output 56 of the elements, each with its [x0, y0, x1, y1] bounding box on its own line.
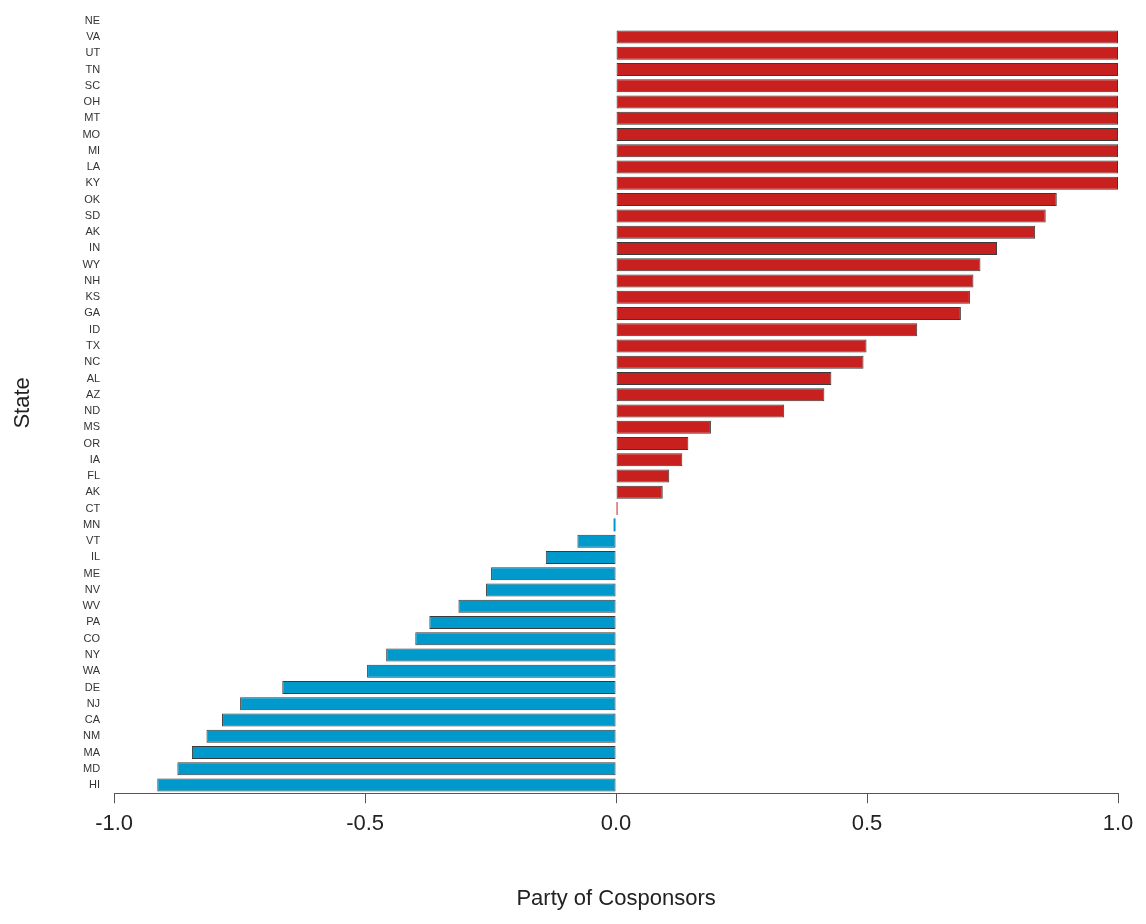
y-tick-label: FL [87, 469, 101, 482]
y-tick-label: MO [82, 127, 101, 140]
y-tick-label: IL [90, 550, 101, 563]
y-tick-label: UT [85, 46, 101, 59]
y-tick-label: SC [84, 78, 101, 91]
x-tick-label: -0.5 [346, 810, 385, 836]
y-tick-label: OH [83, 95, 101, 108]
y-tick-label: MI [87, 143, 101, 156]
y-tick-label: DE [84, 680, 101, 693]
x-tick-label: 1.0 [1102, 810, 1134, 836]
y-tick-label: MT [84, 111, 101, 124]
y-tick-label: TX [86, 339, 101, 352]
y-tick-label: KS [85, 290, 101, 303]
y-tick-label: OK [84, 192, 101, 205]
y-tick-label: NE [84, 13, 101, 26]
y-tick-label: CA [84, 713, 101, 726]
y-tick-label: LA [86, 160, 101, 173]
x-tick-label: 0.0 [600, 810, 632, 836]
y-tick-label: KY [85, 176, 101, 189]
y-tick-label: AZ [86, 387, 101, 400]
y-tick-label: HI [89, 778, 101, 791]
y-tick-label: WV [82, 599, 101, 612]
y-tick-label: MD [83, 761, 101, 774]
y-tick-label: VA [86, 30, 101, 43]
y-tick-label: NC [84, 355, 101, 368]
y-tick-label: AL [86, 371, 101, 384]
y-tick-label: AK [85, 225, 101, 238]
y-tick-label: TN [85, 62, 101, 75]
y-tick-label: MN [83, 517, 101, 530]
y-tick-label: NJ [86, 696, 101, 709]
y-tick-label: IN [89, 241, 101, 254]
y-tick-label: NV [84, 582, 101, 595]
y-tick-label: AK [85, 485, 101, 498]
y-tick-label: VT [86, 534, 101, 547]
y-tick-label: ID [89, 322, 101, 335]
x-axis-title: Party of Cosponsors [516, 884, 716, 910]
x-tick-label: -1.0 [95, 810, 134, 836]
y-tick-label: CT [85, 501, 101, 514]
y-tick-label: MS [83, 420, 101, 433]
y-tick-label: WA [82, 664, 101, 677]
y-axis-title: State [9, 377, 35, 429]
y-tick-label: IA [89, 452, 101, 465]
bar [613, 518, 616, 532]
y-tick-label: CO [83, 631, 101, 644]
y-tick-label: OR [83, 436, 101, 449]
y-tick-label: ND [84, 404, 101, 417]
y-tick-label: PA [86, 615, 101, 628]
y-tick-label: SD [84, 208, 101, 221]
y-tick-label: NM [83, 729, 101, 742]
y-tick-label: ME [83, 566, 101, 579]
y-tick-label: NY [84, 648, 101, 660]
y-tick-label: NH [84, 273, 101, 286]
x-tick-label: 0.5 [851, 810, 883, 836]
y-tick-label: WY [82, 257, 101, 270]
y-tick-label: GA [84, 306, 101, 319]
y-tick-label: MA [83, 745, 101, 758]
